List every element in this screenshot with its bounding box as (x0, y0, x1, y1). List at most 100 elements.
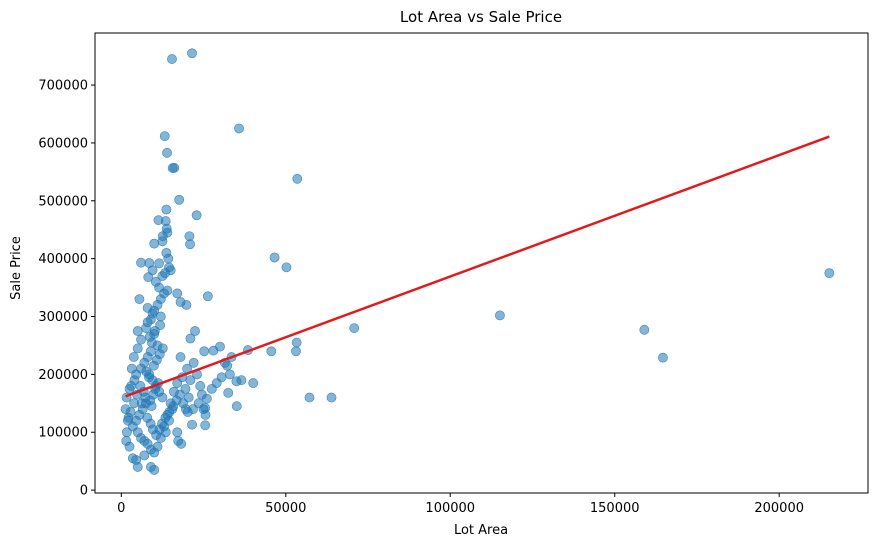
chart-title: Lot Area vs Sale Price (400, 8, 562, 26)
data-points (120, 48, 835, 475)
scatter-point (191, 210, 202, 221)
scatter-point (167, 54, 177, 64)
axes-frame (94, 32, 869, 494)
regression-line (125, 135, 830, 398)
scatter-point (304, 392, 315, 403)
x-tick-label: 0 (117, 501, 125, 516)
scatter-point (149, 464, 160, 475)
scatter-point (291, 346, 301, 357)
scatter-point (157, 343, 168, 354)
scatter-point (154, 258, 165, 269)
scatter-point (349, 323, 360, 333)
scatter-point (157, 392, 168, 403)
scatter-point (206, 383, 217, 394)
scatter-point (150, 276, 161, 287)
y-tick-label: 300000 (38, 310, 88, 325)
scatter-point (172, 288, 183, 299)
scatter-point (188, 357, 199, 368)
y-tick-label: 400000 (38, 252, 88, 267)
scatter-point (187, 48, 197, 59)
plot-background (95, 33, 868, 493)
scatter-point (161, 204, 172, 215)
y-tick-label: 700000 (38, 79, 88, 94)
scatter-point (216, 372, 227, 383)
scatter-point (147, 265, 158, 276)
scatter-point (132, 326, 143, 336)
y-tick-label: 100000 (38, 426, 88, 441)
scatter-point (129, 398, 140, 409)
scatter-point (172, 427, 183, 438)
scatter-point (161, 247, 172, 258)
scatter-point (149, 238, 160, 249)
scatter-point (159, 131, 170, 142)
axes: 0 50000 100000 150000 200000 0 100000 200000 300… (38, 32, 869, 516)
scatter-point (223, 387, 234, 398)
scatter-point (146, 314, 156, 325)
scatter-point (157, 271, 168, 281)
scatter-point (193, 398, 204, 409)
scatter-point (139, 450, 150, 461)
scatter-point (236, 375, 247, 386)
scatter-point (141, 366, 152, 377)
scatter-point (291, 337, 302, 348)
y-axis-label: Sale Price (9, 236, 24, 300)
scatter-point (269, 252, 280, 263)
scatter-point (200, 409, 211, 420)
scatter-point (185, 239, 195, 250)
scatter-point (326, 392, 337, 403)
regression-line-group (125, 135, 830, 398)
scatter-point (658, 352, 668, 363)
x-tick-label: 50000 (265, 501, 306, 516)
x-tick-label: 200000 (754, 501, 804, 516)
scatter-point (200, 420, 211, 431)
scatter-point (169, 162, 180, 173)
scatter-point (266, 346, 277, 357)
y-tick-label: 200000 (38, 368, 88, 383)
scatter-point (157, 236, 168, 247)
x-tick-label: 150000 (590, 501, 640, 516)
scatter-point (134, 294, 145, 305)
scatter-point (195, 381, 206, 391)
scatter-point (126, 363, 137, 374)
x-tick-label: 100000 (425, 501, 475, 516)
scatter-point (248, 378, 259, 388)
scatter-point (231, 401, 242, 412)
scatter-point (824, 268, 835, 279)
scatter-point (164, 262, 174, 273)
y-tick-label: 0 (80, 484, 88, 499)
scatter-point (122, 427, 132, 438)
scatter-point (127, 453, 138, 464)
scatter-point (234, 123, 244, 134)
scatter-point (123, 412, 134, 423)
scatter-point (176, 438, 187, 449)
scatter-point (196, 389, 207, 400)
x-axis-label: Lot Area (454, 523, 508, 538)
scatter-point (639, 324, 650, 335)
scatter-point (224, 369, 235, 380)
scatter-point (202, 291, 213, 302)
scatter-point (174, 194, 185, 205)
scatter-point (121, 436, 132, 446)
scatter-point (215, 341, 225, 352)
scatter-point (281, 262, 292, 273)
scatter-point (174, 389, 185, 400)
scatter-point (495, 310, 505, 321)
scatter-point (161, 223, 172, 234)
scatter-point (155, 320, 166, 331)
scatter-point (152, 441, 163, 452)
scatter-point (199, 346, 210, 357)
y-tick-label: 600000 (38, 136, 88, 151)
scatter-point (185, 333, 196, 344)
scatter-point (181, 300, 192, 310)
scatter-point (132, 343, 143, 354)
scatter-point (162, 147, 172, 158)
scatter-point (187, 419, 197, 430)
scatter-point (136, 334, 146, 345)
scatter-point (175, 352, 186, 362)
scatter-point (190, 326, 200, 336)
plot-area (95, 33, 868, 493)
scatter-point (292, 173, 303, 184)
y-tick-label: 500000 (38, 194, 88, 209)
